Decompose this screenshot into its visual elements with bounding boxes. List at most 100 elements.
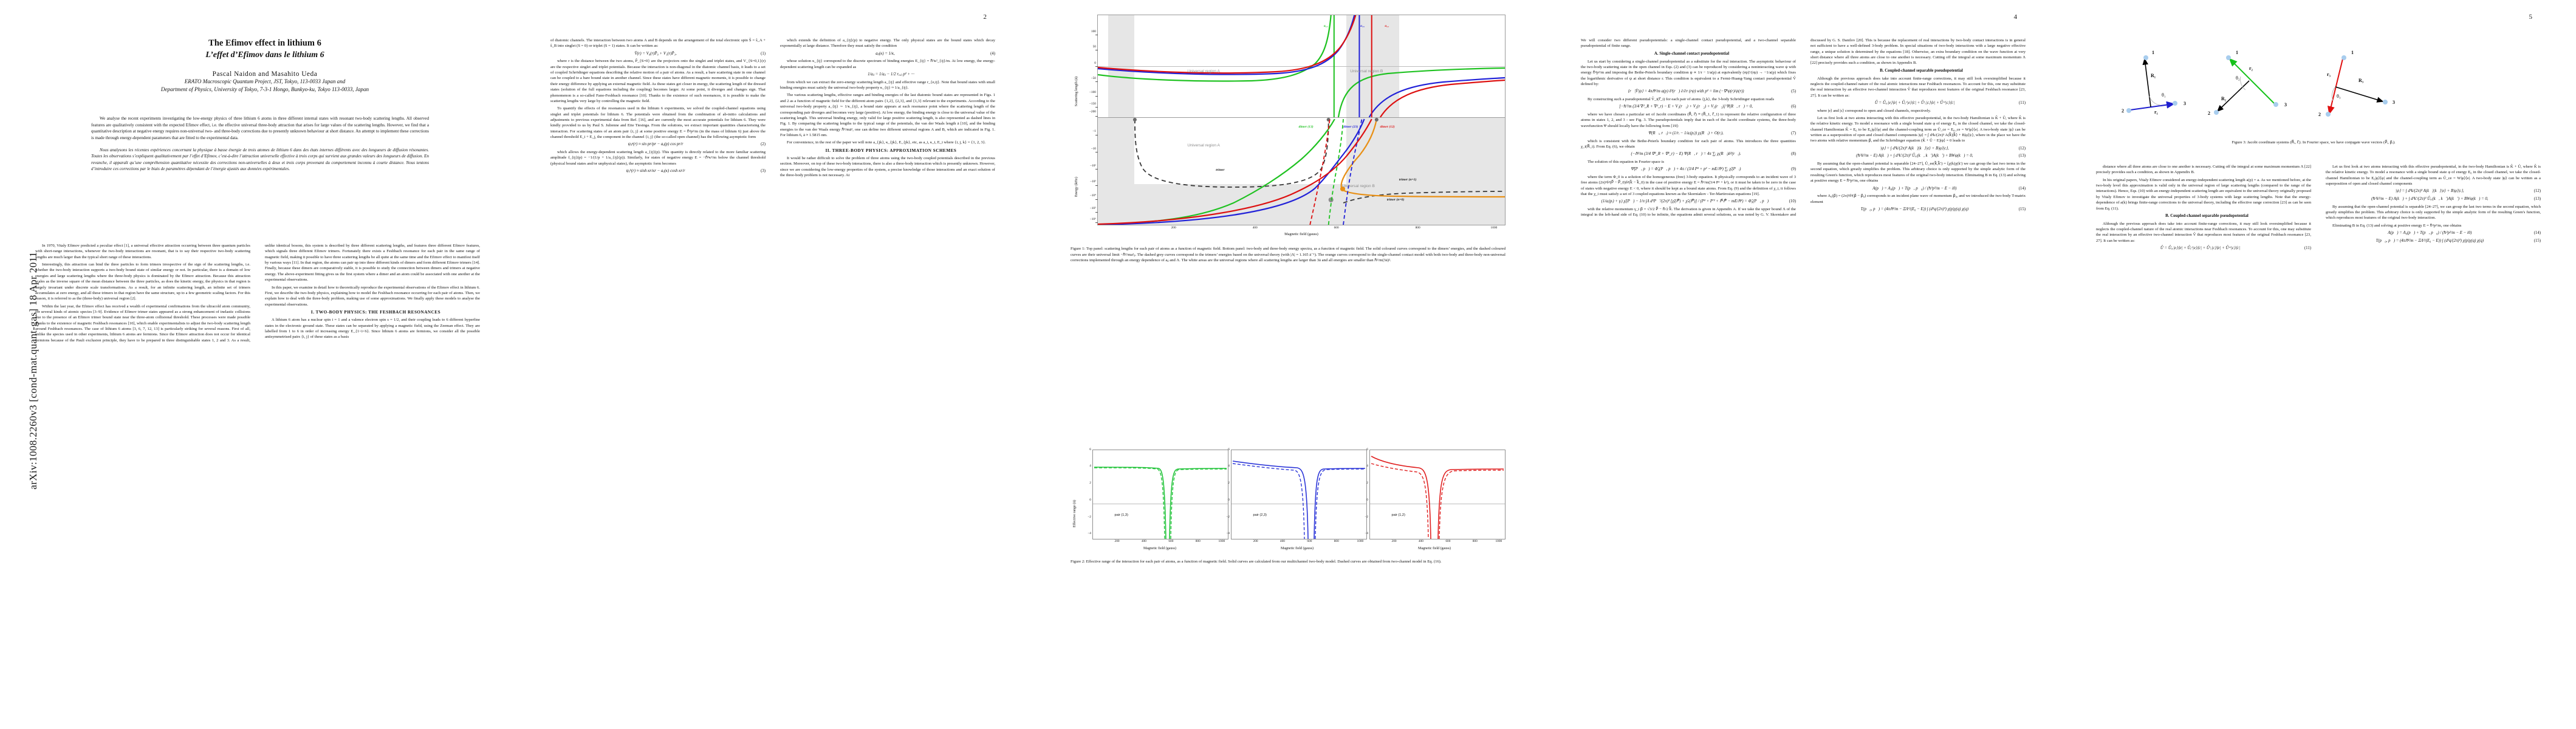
equation-3: (3) ψᵢⱼᵏ(r) ≈ sinh κr/κr − aᵢⱼ(κ) cosh κr… bbox=[550, 168, 766, 174]
x-tick: 1000 bbox=[1490, 225, 1498, 230]
equation-number: (14) bbox=[2533, 231, 2541, 236]
page-number: 4 bbox=[2013, 13, 2018, 21]
x-tick: 400 bbox=[1252, 225, 1258, 230]
y-axis-bottom: −1 −10 −10² −10³ −10⁴ −10⁵ −10⁶ bbox=[1077, 118, 1098, 225]
paragraph: We will consider two different pseudopot… bbox=[1581, 38, 1796, 49]
equation-body: T(p⃗₀, p⃗) = (4πℏ²/m − ΞΛ²/(E₀ − E)) ∫ (… bbox=[1860, 207, 1969, 211]
subsection-heading-b-p5: B. Coupled-channel separable pseudopoten… bbox=[2165, 213, 2249, 218]
region-label-b-top: Universal region B bbox=[1350, 69, 1383, 74]
y-tick: −2 bbox=[1226, 515, 1230, 519]
vector-label-R2: R₂ bbox=[2221, 96, 2227, 101]
equation-number: (3) bbox=[761, 169, 766, 174]
atom-label-3: 3 bbox=[2393, 100, 2395, 105]
paragraph: To quantify the effects of the resonance… bbox=[550, 106, 766, 140]
page-2: 2 of diatomic channels. The interaction … bbox=[515, 0, 1030, 729]
annotation-trimer-n0: trimer (n=0) bbox=[1386, 198, 1405, 202]
equation-number: (11) bbox=[2018, 101, 2026, 106]
region-label-a-top: Universal region A bbox=[1187, 69, 1220, 74]
vector-label-R3: R₃ bbox=[2358, 78, 2364, 83]
equation-15: (15) T(p⃗₀, p⃗) = (4πℏ²/m − ΞΛ²/(E₀ − E))… bbox=[1810, 207, 2026, 213]
curve-label-a23: a₂₃ bbox=[1360, 24, 1365, 29]
equation-body: Û = Ûₑₑ|e⟩⟨e| + Ûₑᶜ|e⟩⟨c| + Ûᶜₑ|c⟩⟨e… bbox=[1874, 101, 1954, 106]
abstract-english: We analyse the recent experiments invest… bbox=[91, 116, 429, 140]
x-tick: 1000 bbox=[1495, 539, 1502, 544]
x-axis-label: Magnetic field (gauss) bbox=[1143, 547, 1176, 550]
y-tick: 0 bbox=[1228, 498, 1230, 502]
paragraph: Interestingly, this attraction can bind … bbox=[35, 262, 250, 301]
paragraph: The various scattering lengths, effectiv… bbox=[780, 93, 995, 137]
equation-body: ψᵢⱼᵏ(r) ≈ sinh κr/κr − aᵢⱼ(κ) cosh κr/r bbox=[626, 169, 685, 174]
equation-number: (15) bbox=[2533, 238, 2541, 243]
equation-body: |ψ⟩ = ∫ d³k/(2π)³ A(k⃗)|k⃗⟩|e⟩ + B|φ⟩|c⟩… bbox=[2396, 189, 2464, 194]
annotation-trimer-n1: trimer (n=1) bbox=[1399, 177, 1417, 182]
y-tick: −50 bbox=[1091, 76, 1096, 80]
equation-number: (5) bbox=[1791, 89, 1796, 94]
x-tick: 800 bbox=[1415, 225, 1420, 230]
y-axis-fig2-2: 6 4 2 0 −2 −4 bbox=[1211, 448, 1231, 539]
figure-2-panels: 6 4 2 0 −2 −4 pair (1,3) bbox=[1088, 448, 1506, 543]
atom-label-1: 1 bbox=[2351, 50, 2354, 55]
figure-3-caption: Figure 3: Jacobi coordinate systems (R⃗ᵢ… bbox=[2232, 140, 2396, 145]
paragraph: The solution of this equation in Fourier… bbox=[1588, 160, 1664, 165]
jacobi-diagram-1 bbox=[2126, 55, 2177, 113]
equation-13-p5: (13) (ℏ²k²/m − E) A(k⃗) + ∫ d³k′/(2π)³ Û… bbox=[2326, 196, 2541, 202]
paragraph: By assuming that the open-channel potent… bbox=[2326, 204, 2541, 221]
figure-2: Effective range (ā) 6 4 2 0 −2 −4 bbox=[1070, 448, 1506, 565]
y-tick: 4 bbox=[1366, 464, 1368, 468]
paragraph: where the term Φ_0 is a solution of the … bbox=[1581, 175, 1796, 197]
paragraph: In his original papers, Vitaly Efimov co… bbox=[2096, 177, 2311, 211]
equation-1: (1) V̂(r) = V₀(r)P̂₀ + V₁(r)P̂₁, bbox=[550, 51, 766, 57]
y-tick: −10⁴ bbox=[1089, 193, 1096, 197]
page-4-body: We will consider two different pseudopot… bbox=[1581, 38, 2026, 706]
equation-number: (12) bbox=[2018, 146, 2026, 151]
y-tick: 0 bbox=[1089, 498, 1091, 502]
paragraph: By constructing such a pseudopotential V… bbox=[1588, 97, 1775, 101]
jacobi-diagram-2 bbox=[2214, 55, 2278, 115]
equation-14: (14) A(p⃗) = A₀(p⃗) + T(p⃗, p⃗₀) / (ℏ²p²/… bbox=[1810, 186, 2026, 192]
equation-body: [−ℏ²/m (3/4 ∇²_R + ∇²_r) − E + V₁(r⃗₁) +… bbox=[1619, 104, 1753, 109]
equation-number: (12) bbox=[2533, 189, 2541, 194]
subsection-heading-b: B. Coupled-channel separable pseudopoten… bbox=[1880, 68, 1963, 73]
atom-label-3: 3 bbox=[2184, 101, 2186, 106]
atom-label-1: 1 bbox=[2236, 50, 2238, 55]
x-tick: 600 bbox=[1334, 225, 1339, 230]
jacobi-diagram-3 bbox=[2326, 55, 2388, 117]
page-title-french: L’effet d’Efimov dans le lithium 6 bbox=[205, 50, 324, 60]
equation-body: 1/aᵢⱼ = 1/aᵢⱼ − 1/2 rₑ,ᵢⱼ p² + ··· bbox=[868, 72, 914, 77]
atom-label-1: 1 bbox=[2152, 50, 2154, 55]
paragraph: which allows the energy-dependent scatte… bbox=[550, 150, 766, 166]
atom-label-3: 3 bbox=[2284, 102, 2287, 108]
figure-2-x-labels: Magnetic field (gauss) Magnetic field (g… bbox=[1092, 539, 1506, 550]
y-axis-fig2-3: 6 4 2 0 −2 −4 bbox=[1349, 447, 1370, 539]
energy-spectrum-plot: −1 −10 −10² −10³ −10⁴ −10⁵ −10⁶ Energy (… bbox=[1075, 118, 1506, 230]
x-tick: 200 bbox=[1253, 539, 1258, 544]
paragraph: Within the last year, the Efimov effect … bbox=[35, 244, 480, 343]
effective-range-panel-13: 6 4 2 0 −2 −4 pair (1,3) bbox=[1088, 448, 1228, 543]
y-tick: 6 bbox=[1366, 447, 1368, 451]
figure-1-caption: Figure 1: Top panel: scattering lengths … bbox=[1070, 247, 1506, 263]
equation-number: (6) bbox=[1791, 104, 1796, 109]
x-tick: 600 bbox=[1445, 539, 1451, 544]
paragraph: In this paper, we examine in detail how … bbox=[265, 285, 480, 307]
panel-label-12: pair (1,2) bbox=[1391, 513, 1405, 517]
x-tick: 400 bbox=[1141, 539, 1146, 544]
x-axis-label: Magnetic field (gauss) bbox=[1281, 547, 1314, 550]
y-axis-fig2-1: 6 4 2 0 −2 −4 bbox=[1072, 448, 1093, 539]
scattering-length-plot: 100 50 0 −50 −100 −150 −200 Scattering l… bbox=[1075, 15, 1506, 118]
equation-body: aᵢⱼ(κ) = 1/κ, bbox=[875, 51, 895, 56]
equation-number: (13) bbox=[2018, 154, 2026, 159]
equation-number: (14) bbox=[2018, 186, 2026, 191]
jacobi-coordinate-diagrams bbox=[2126, 55, 2388, 117]
equation-body: ⟨r⃗|V̂|ψ⟩ = 4πℏ²/m a(p) δ³(r⃗) ∂/∂r (rψ)… bbox=[1628, 89, 1744, 94]
x-tick: 200 bbox=[1391, 539, 1397, 544]
y-tick: 2 bbox=[1366, 481, 1368, 485]
page-number: 2 bbox=[983, 13, 987, 21]
equation-10: (10) (1/aᵢ(pᵢ) + γᵢ) χ̃ᵢ(P⃗) − 1/π ∫Λ d³P… bbox=[1581, 199, 1796, 205]
effective-range-panel-12: 6 4 2 0 −2 −4 pair (1,2) bbox=[1365, 448, 1506, 543]
figure-1-top-panel: 100 50 0 −50 −100 −150 −200 Scattering l… bbox=[1075, 15, 1506, 230]
paragraph: In 1970, Vitaly Efimov predicted a pecul… bbox=[35, 244, 250, 259]
curve-label-a13: a₁₃ bbox=[1323, 24, 1328, 29]
annotation-dimer-23: dimer (23) bbox=[1343, 125, 1358, 129]
equation-number: (13) bbox=[2533, 197, 2541, 202]
page-1: arXiv:1008.2260v3 [cond-mat.quant-gas] 1… bbox=[0, 0, 515, 729]
